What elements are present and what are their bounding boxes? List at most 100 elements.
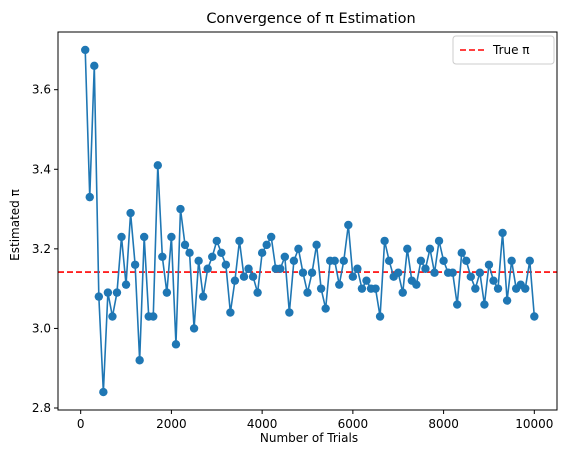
data-point <box>303 288 312 297</box>
data-point <box>226 308 235 317</box>
data-point <box>126 208 135 218</box>
data-point <box>117 232 126 242</box>
data-point <box>189 324 199 333</box>
x-axis-ticks: 0 2000 4000 6000 8000 10000 <box>77 410 553 431</box>
plot-frame <box>57 31 558 411</box>
data-point <box>276 264 285 273</box>
data-point <box>94 292 104 301</box>
y-tick-label: 3.4 <box>32 162 51 176</box>
data-point <box>203 264 212 273</box>
data-point <box>330 256 339 265</box>
data-point <box>280 252 290 262</box>
data-point <box>285 308 294 317</box>
data-point <box>348 272 358 281</box>
data-point <box>507 256 516 265</box>
data-point <box>530 312 539 321</box>
data-point <box>180 240 190 250</box>
data-point <box>312 240 321 250</box>
data-point <box>421 264 430 273</box>
data-point <box>81 45 90 55</box>
chart-title: Convergence of π Estimation <box>206 11 415 27</box>
data-point <box>212 236 221 246</box>
data-point <box>439 256 448 265</box>
x-tick-label: 0 <box>77 417 85 431</box>
data-point <box>371 284 380 293</box>
data-point <box>244 264 253 273</box>
data-point <box>480 300 489 309</box>
data-point <box>498 228 507 238</box>
data-point <box>176 204 185 214</box>
data-point <box>394 268 403 277</box>
data-point <box>380 236 389 246</box>
data-point <box>139 232 149 242</box>
data-point <box>448 268 457 277</box>
data-point <box>112 288 122 297</box>
data-point <box>167 232 176 242</box>
data-point <box>294 244 303 254</box>
y-axis-label: Estimated π <box>8 189 22 261</box>
data-point <box>453 300 462 309</box>
data-point <box>267 232 276 242</box>
plot-area <box>58 45 557 397</box>
data-point <box>248 272 258 281</box>
y-tick-label: 2.8 <box>32 401 51 415</box>
data-point <box>208 252 217 262</box>
data-point <box>235 236 244 246</box>
data-point <box>502 296 512 305</box>
x-tick-label: 10000 <box>515 417 553 431</box>
data-point <box>130 260 140 269</box>
x-tick-label: 8000 <box>428 417 459 431</box>
x-tick-label: 2000 <box>156 417 187 431</box>
data-point <box>239 272 249 281</box>
data-point <box>434 236 444 246</box>
data-point <box>475 268 485 277</box>
y-axis-ticks: 2.8 3.0 3.2 3.4 3.6 <box>32 83 58 415</box>
data-point <box>471 284 480 293</box>
data-point <box>257 248 267 258</box>
data-point <box>466 272 476 281</box>
data-point <box>221 260 231 269</box>
legend: True π <box>452 35 555 65</box>
data-point <box>416 256 426 265</box>
data-point <box>412 280 421 289</box>
x-axis-label: Number of Trials <box>260 431 358 445</box>
data-point <box>171 340 181 349</box>
x-tick-label: 6000 <box>338 417 369 431</box>
data-point <box>353 264 362 273</box>
legend-box <box>452 35 555 65</box>
data-point <box>108 312 117 321</box>
data-point <box>493 284 503 293</box>
data-point <box>103 288 113 297</box>
data-point <box>217 248 226 258</box>
x-tick-label: 4000 <box>247 417 278 431</box>
data-point <box>153 161 162 170</box>
data-point <box>525 256 534 265</box>
data-point <box>425 244 435 254</box>
data-point <box>162 288 172 297</box>
data-point <box>121 280 131 289</box>
data-point <box>135 356 144 365</box>
data-point <box>362 276 371 285</box>
data-point <box>462 256 471 265</box>
data-point <box>85 192 94 202</box>
data-point <box>489 276 498 285</box>
legend-label-true-pi: True π <box>492 43 530 57</box>
data-point <box>298 268 308 277</box>
data-point <box>521 284 530 293</box>
data-point <box>357 284 367 293</box>
data-point <box>99 387 108 397</box>
data-point <box>403 244 412 254</box>
data-point <box>335 280 344 289</box>
series-markers <box>81 45 539 397</box>
data-point <box>430 268 439 277</box>
y-tick-label: 3.0 <box>32 321 51 335</box>
data-point <box>230 276 240 285</box>
data-point <box>344 220 353 230</box>
data-point <box>307 268 317 277</box>
data-point <box>384 256 394 265</box>
data-point <box>185 248 194 258</box>
data-point <box>90 61 99 71</box>
y-tick-label: 3.2 <box>32 242 51 256</box>
data-point <box>253 288 262 297</box>
